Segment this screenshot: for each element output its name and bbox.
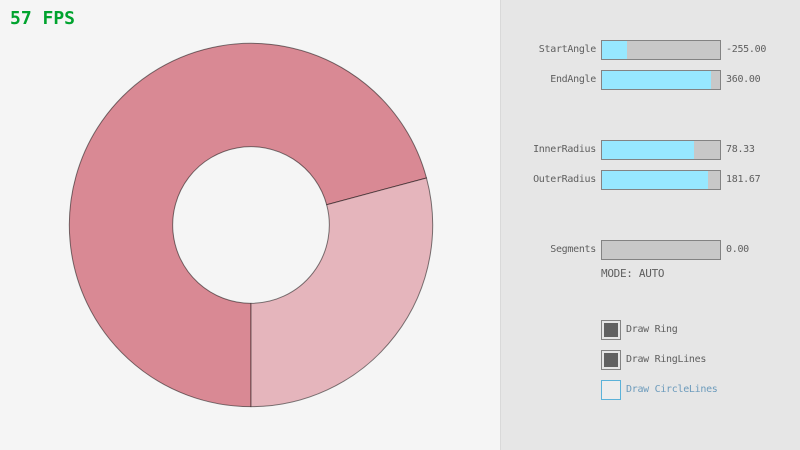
endangle-slider-fill (602, 71, 711, 89)
draw-circlelines-checkbox[interactable] (601, 380, 621, 400)
outerradius-slider[interactable] (601, 170, 721, 190)
ring-segment-dark (68, 42, 428, 408)
draw-circlelines-label: Draw CircleLines (626, 384, 718, 395)
control-panel: StartAngle -255.00 EndAngle 360.00 Inner… (500, 0, 800, 450)
segments-label: Segments (550, 244, 596, 255)
ring-drawing-canvas (68, 42, 434, 408)
checkbox-check-mark (604, 353, 618, 367)
startangle-value: -255.00 (726, 44, 767, 55)
fps-counter: 57 FPS (10, 8, 76, 29)
draw-ringlines-label: Draw RingLines (626, 354, 707, 365)
segments-slider[interactable] (601, 240, 721, 260)
outerradius-label: OuterRadius (533, 174, 596, 185)
innerradius-label: InnerRadius (533, 144, 596, 155)
slider-row-startangle: StartAngle -255.00 (501, 40, 800, 60)
checkbox-check-mark (604, 323, 618, 337)
endangle-value: 360.00 (726, 74, 761, 85)
draw-ring-checkbox[interactable] (601, 320, 621, 340)
innerradius-slider-fill (602, 141, 695, 159)
segments-value: 0.00 (726, 244, 749, 255)
innerradius-value: 78.33 (726, 144, 755, 155)
slider-row-outerradius: OuterRadius 181.67 (501, 170, 800, 190)
outerradius-value: 181.67 (726, 174, 761, 185)
endangle-label: EndAngle (550, 74, 596, 85)
innerradius-slider[interactable] (601, 140, 721, 160)
startangle-label: StartAngle (538, 44, 597, 55)
ring-segment-light (250, 177, 434, 408)
slider-row-endangle: EndAngle 360.00 (501, 70, 800, 90)
checkbox-row-draw-ringlines: Draw RingLines (501, 350, 800, 370)
slider-row-segments: Segments 0.00 (501, 240, 800, 260)
draw-ringlines-checkbox[interactable] (601, 350, 621, 370)
startangle-slider[interactable] (601, 40, 721, 60)
outerradius-slider-fill (602, 171, 709, 189)
segments-mode-text: MODE: AUTO (601, 267, 665, 280)
draw-ring-label: Draw Ring (626, 324, 678, 335)
startangle-slider-fill (602, 41, 627, 59)
slider-row-innerradius: InnerRadius 78.33 (501, 140, 800, 160)
checkbox-row-draw-ring: Draw Ring (501, 320, 800, 340)
checkbox-row-draw-circlelines: Draw CircleLines (501, 380, 800, 400)
endangle-slider[interactable] (601, 70, 721, 90)
